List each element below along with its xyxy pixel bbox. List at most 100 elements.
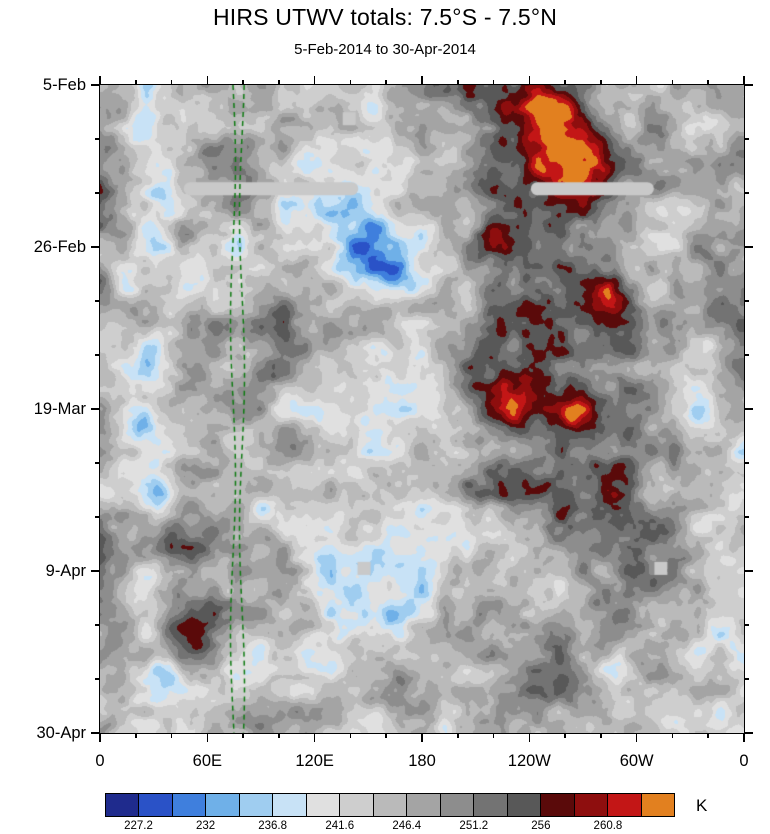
axis-tick bbox=[349, 733, 352, 738]
colorbar-tick-label: 260.8 bbox=[593, 820, 623, 832]
axis-tick bbox=[242, 80, 244, 85]
axis-tick bbox=[528, 733, 531, 742]
axis-tick bbox=[528, 76, 531, 85]
axis-tick bbox=[744, 570, 753, 572]
colorbar-tick-label: 232 bbox=[195, 820, 216, 832]
axis-tick bbox=[95, 462, 100, 464]
axis-tick bbox=[91, 246, 100, 248]
axis-tick bbox=[492, 80, 495, 85]
axis-tick bbox=[313, 76, 316, 85]
x-tick-label: 60E bbox=[192, 752, 222, 770]
colorbar-cell bbox=[273, 794, 307, 816]
x-tick-label: 60W bbox=[619, 752, 654, 770]
axis-tick bbox=[635, 76, 638, 85]
colorbar-cell bbox=[474, 794, 508, 816]
axis-tick bbox=[91, 408, 100, 410]
colorbar-unit-label: K bbox=[696, 796, 708, 815]
axis-tick bbox=[99, 733, 101, 742]
axis-tick bbox=[744, 408, 753, 410]
colorbar-cell bbox=[106, 794, 140, 816]
axis-tick bbox=[95, 516, 100, 518]
colorbar-tick-label: 227.2 bbox=[124, 820, 153, 832]
axis-tick bbox=[457, 80, 459, 85]
colorbar-cell bbox=[340, 794, 374, 816]
colorbar-tick-label: 241.6 bbox=[325, 820, 355, 832]
axis-tick bbox=[421, 76, 423, 85]
axis-tick bbox=[671, 80, 674, 85]
axis-tick bbox=[744, 462, 749, 464]
axis-tick bbox=[744, 192, 749, 194]
axis-tick bbox=[278, 80, 280, 85]
axis-tick bbox=[707, 80, 709, 85]
colorbar-cell bbox=[407, 794, 441, 816]
axis-tick bbox=[95, 192, 100, 194]
axis-tick bbox=[95, 138, 100, 140]
axis-tick bbox=[421, 733, 423, 742]
colorbar-cell bbox=[373, 794, 408, 816]
x-tick-label: 0 bbox=[739, 752, 749, 770]
axis-tick bbox=[385, 733, 387, 738]
axis-tick bbox=[744, 624, 749, 626]
colorbar-cell bbox=[574, 794, 609, 816]
axis-tick bbox=[600, 80, 602, 85]
axis-tick bbox=[671, 733, 674, 738]
axis-tick bbox=[744, 678, 749, 680]
axis-tick bbox=[492, 733, 495, 738]
y-tick-label: 9-Apr bbox=[45, 562, 86, 580]
y-tick-label: 19-Mar bbox=[33, 400, 86, 418]
colorbar-cell bbox=[139, 794, 173, 816]
axis-tick bbox=[135, 80, 137, 85]
axis-tick bbox=[313, 733, 316, 742]
axis-tick bbox=[91, 732, 100, 734]
axis-tick bbox=[95, 678, 100, 680]
axis-tick bbox=[743, 733, 745, 742]
x-tick-label: 120W bbox=[507, 752, 551, 770]
axis-tick bbox=[385, 80, 387, 85]
colorbar-cell bbox=[541, 794, 575, 816]
colorbar bbox=[105, 793, 675, 817]
x-tick-label: 120E bbox=[295, 752, 334, 770]
axis-tick bbox=[743, 76, 745, 85]
axis-tick bbox=[95, 300, 100, 302]
colorbar-cell bbox=[306, 794, 341, 816]
chart-title: HIRS UTWV totals: 7.5°S - 7.5°N bbox=[212, 4, 558, 30]
y-tick-label: 5-Feb bbox=[42, 76, 86, 94]
plot-area bbox=[99, 84, 745, 734]
axis-tick bbox=[457, 733, 459, 738]
axis-tick bbox=[564, 733, 566, 738]
colorbar-cell bbox=[641, 794, 674, 816]
axis-tick bbox=[278, 733, 280, 738]
axis-tick bbox=[707, 733, 709, 738]
x-tick-label: 180 bbox=[408, 752, 436, 770]
axis-tick bbox=[744, 300, 749, 302]
axis-tick bbox=[95, 624, 100, 626]
axis-tick bbox=[91, 570, 100, 572]
axis-tick bbox=[744, 516, 749, 518]
axis-tick bbox=[744, 354, 749, 356]
axis-tick bbox=[635, 733, 638, 742]
colorbar-cell bbox=[507, 794, 542, 816]
colorbar-tick-label: 256 bbox=[531, 820, 551, 832]
colorbar-tick-label: 251.2 bbox=[459, 820, 489, 832]
axis-tick bbox=[349, 80, 352, 85]
colorbar-cell bbox=[608, 794, 642, 816]
axis-tick bbox=[744, 84, 753, 86]
axis-tick bbox=[135, 733, 137, 738]
axis-tick bbox=[564, 80, 566, 85]
colorbar-cell bbox=[206, 794, 240, 816]
colorbar-cell bbox=[239, 794, 274, 816]
axis-tick bbox=[744, 732, 753, 734]
axis-tick bbox=[206, 76, 209, 85]
axis-tick bbox=[206, 733, 209, 742]
axis-tick bbox=[600, 733, 602, 738]
axis-tick bbox=[95, 354, 100, 356]
axis-tick bbox=[744, 246, 753, 248]
colorbar-tick-label: 236.8 bbox=[258, 820, 288, 832]
axis-tick bbox=[99, 76, 101, 85]
axis-tick bbox=[744, 138, 749, 140]
x-tick-label: 0 bbox=[95, 752, 105, 770]
chart-subtitle: 5-Feb-2014 to 30-Apr-2014 bbox=[294, 41, 476, 58]
y-tick-label: 26-Feb bbox=[33, 238, 86, 256]
heatmap-canvas bbox=[100, 85, 744, 733]
